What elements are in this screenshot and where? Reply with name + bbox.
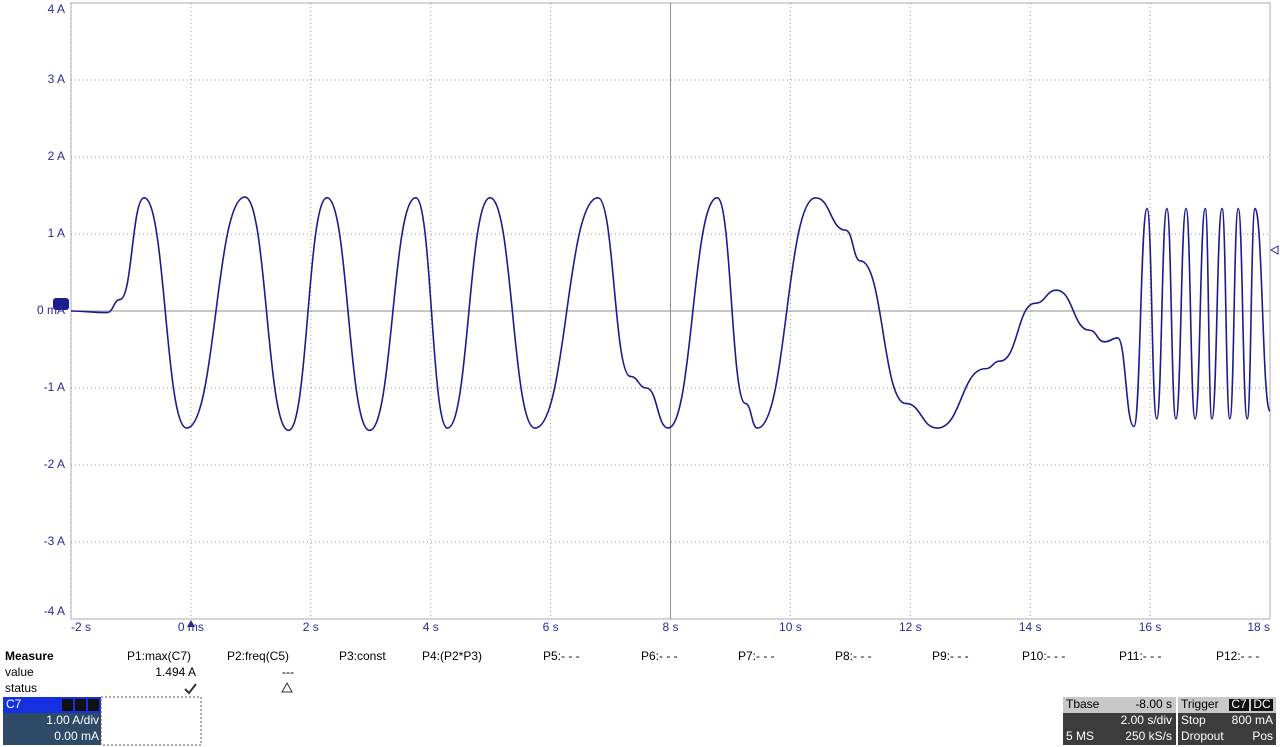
trigger-body[interactable]	[1178, 713, 1276, 745]
x-tick-label: 6 s	[543, 620, 559, 634]
timebase-rate: 250 kS/s	[1125, 729, 1172, 743]
measure-column-header: P5:- - -	[543, 649, 580, 663]
y-tick-label: 1 A	[48, 226, 65, 240]
waveform	[70, 196, 1271, 432]
timebase-scale: 2.00 s/div	[1121, 713, 1172, 727]
trigger-type: Dropout	[1181, 729, 1224, 743]
x-tick-label: 18 s	[1247, 620, 1270, 634]
empty-slot[interactable]	[100, 696, 202, 746]
x-tick-label: 16 s	[1139, 620, 1162, 634]
timebase-title: Tbase	[1066, 697, 1100, 711]
trace	[70, 196, 1271, 432]
trigger-slope: Pos	[1252, 729, 1273, 743]
timebase-memory: 5 MS	[1066, 729, 1094, 743]
measure-value: ---	[282, 665, 294, 679]
x-tick-label: 8 s	[662, 620, 678, 634]
trigger-mode: Stop	[1181, 713, 1206, 727]
channel-scale: 1.00 A/div	[46, 713, 99, 727]
timebase-header[interactable]	[1063, 697, 1176, 713]
trigger-title: Trigger	[1181, 697, 1219, 711]
trigger-level: 800 mA	[1232, 713, 1273, 727]
channel-icon	[88, 699, 99, 711]
measure-column-header: P9:- - -	[932, 649, 969, 663]
y-tick-label: 2 A	[48, 149, 65, 163]
x-tick-label: 2 s	[303, 620, 319, 634]
y-tick-label: -4 A	[44, 604, 65, 618]
measure-column-header: P7:- - -	[738, 649, 775, 663]
channel-name: C7	[6, 697, 22, 711]
measure-column-header: P6:- - -	[641, 649, 678, 663]
y-tick-label: 0 mA	[37, 303, 65, 317]
measure-column-header: P8:- - -	[835, 649, 872, 663]
y-tick-label: 3 A	[48, 72, 65, 86]
x-tick-label: 4 s	[423, 620, 439, 634]
channel-icon	[75, 699, 86, 711]
measure-column-header: P1:max(C7)	[127, 649, 191, 663]
y-tick-label: -3 A	[44, 534, 65, 548]
timebase-delay: -8.00 s	[1135, 697, 1172, 711]
measure-column-header: P10:- - -	[1022, 649, 1065, 663]
x-tick-label: 12 s	[899, 620, 922, 634]
trigger-coupling-badge	[1251, 699, 1273, 711]
x-tick-label: 10 s	[779, 620, 802, 634]
trigger-level-marker	[1269, 245, 1279, 255]
y-tick-label: 4 A	[48, 2, 65, 16]
channel-body[interactable]	[3, 713, 101, 745]
x-tick-label: -2 s	[71, 620, 91, 634]
measure-column-header: P4:(P2*P3)	[422, 649, 482, 663]
y-tick-label: -1 A	[44, 380, 65, 394]
x-tick-label: 0 ms	[178, 620, 204, 634]
measure-value: 1.494 A	[155, 665, 196, 679]
trigger-source: C7	[1231, 697, 1247, 711]
y-tick-label: -2 A	[44, 457, 65, 471]
measure-column-header: P3:const	[339, 649, 386, 663]
measure-column-header: P11:- - -	[1119, 649, 1161, 663]
row-label: value	[5, 665, 34, 679]
channel-offset: 0.00 mA	[54, 729, 99, 743]
x-tick-label: 14 s	[1019, 620, 1042, 634]
measure-column-header: P12:- - -	[1216, 649, 1259, 663]
timebase-body[interactable]	[1063, 713, 1176, 745]
status-ok-icon	[184, 683, 197, 695]
measure-title: Measure	[5, 649, 54, 663]
trigger-coupling: DC	[1253, 697, 1271, 711]
measure-column-header: P2:freq(C5)	[227, 649, 289, 663]
row-label: status	[5, 681, 37, 695]
trigger-position-marker	[187, 620, 195, 627]
status-warning-icon	[281, 681, 293, 693]
measure-columns: P1:max(C7) P2:freq(C5) P3:const P4:(P2*P3) P…	[127, 649, 1259, 663]
channel-marker	[53, 298, 69, 310]
channel-icon	[62, 699, 73, 711]
trigger-source-badge	[1229, 699, 1249, 711]
